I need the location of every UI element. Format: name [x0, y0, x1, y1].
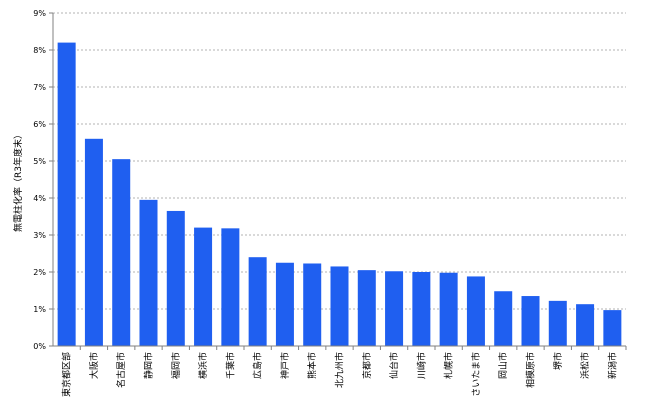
y-tick-labels: 0% 1% 2% 3% 4% 5% 6% 7% 8% 9% — [33, 9, 53, 351]
bar — [166, 210, 185, 346]
x-tick-label: 静岡市 — [143, 352, 155, 379]
bar — [439, 272, 458, 346]
x-tick-label: 千葉市 — [224, 352, 236, 379]
bar — [112, 159, 131, 346]
x-tick-label: 大阪市 — [88, 352, 100, 379]
bar — [84, 138, 103, 346]
y-tick-label: 0% — [33, 342, 46, 351]
bar — [248, 257, 267, 346]
y-tick-label: 2% — [33, 268, 46, 277]
y-tick-label: 3% — [33, 231, 46, 240]
bar — [603, 310, 622, 346]
bar — [139, 199, 158, 346]
bar — [494, 291, 513, 346]
bar — [194, 227, 213, 346]
x-tick-label: 福岡市 — [170, 352, 182, 379]
bar — [57, 42, 76, 346]
x-tick-label: 北九州市 — [334, 352, 346, 388]
bar — [303, 263, 322, 346]
bar — [275, 262, 294, 346]
x-tick-label: 東京都区部 — [61, 352, 73, 397]
y-tick-label: 5% — [33, 157, 46, 166]
bar — [576, 304, 595, 346]
x-tick-label: 新潟市 — [606, 352, 618, 379]
x-tick-label: さいたま市 — [470, 352, 482, 397]
x-tick-label: 岡山市 — [497, 352, 509, 379]
bar — [412, 272, 431, 346]
x-tick-labels: 東京都区部 大阪市 名古屋市 静岡市 福岡市 横浜市 千葉市 広島市 神戸市 熊本市 北九州市 京都市… — [61, 346, 627, 397]
x-tick-label: 川崎市 — [415, 352, 427, 379]
x-tick-label: 広島市 — [252, 352, 264, 379]
y-tick-label: 1% — [33, 305, 46, 314]
y-tick-label: 7% — [33, 83, 46, 92]
y-tick-label: 8% — [33, 46, 46, 55]
bar — [521, 296, 540, 346]
x-tick-label: 熊本市 — [306, 352, 318, 379]
bar — [357, 270, 376, 346]
y-tick-label: 4% — [33, 194, 46, 203]
y-tick-label: 6% — [33, 120, 46, 129]
y-tick-label: 9% — [33, 9, 46, 18]
gridlines — [53, 12, 626, 310]
x-tick-label: 横浜市 — [197, 352, 209, 379]
x-tick-label: 京都市 — [361, 352, 373, 379]
x-tick-label: 相模原市 — [525, 352, 537, 388]
y-axis-label: 無電柱化率（R3年度末） — [12, 130, 24, 232]
x-tick-label: 札幌市 — [443, 352, 455, 379]
x-tick-label: 神戸市 — [279, 352, 291, 379]
bar — [221, 228, 240, 346]
bars — [57, 42, 622, 346]
bar — [466, 276, 485, 346]
x-tick-label: 名古屋市 — [115, 352, 127, 388]
bar — [548, 300, 567, 346]
bar — [385, 271, 404, 346]
bar — [330, 266, 349, 346]
x-tick-label: 浜松市 — [579, 352, 591, 379]
x-tick-label: 仙台市 — [388, 352, 400, 379]
x-tick-label: 堺市 — [552, 352, 564, 370]
